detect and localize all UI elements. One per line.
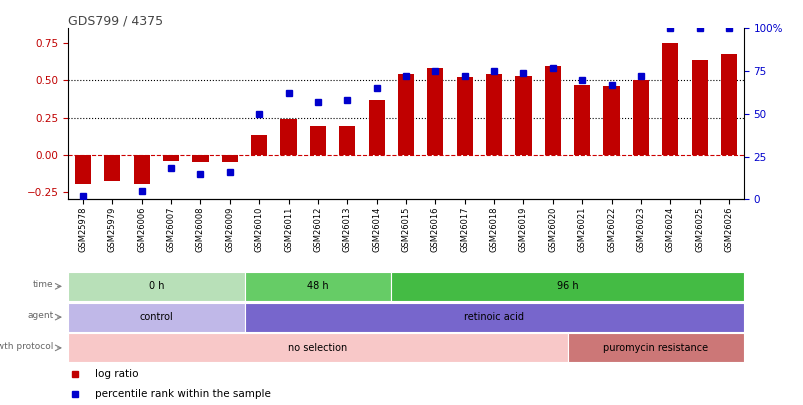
Bar (133, 155, 149, 184)
Text: puromycin resistance: puromycin resistance (602, 343, 707, 353)
Text: percentile rank within the sample: percentile rank within the sample (96, 389, 271, 399)
Text: growth protocol: growth protocol (0, 342, 53, 351)
Bar (68, 333, 567, 362)
Bar (104, 155, 120, 181)
Bar (632, 80, 648, 155)
Bar (192, 155, 208, 162)
Text: control: control (140, 312, 173, 322)
Text: log ratio: log ratio (96, 369, 139, 379)
Bar (397, 75, 414, 155)
Bar (573, 85, 589, 155)
Bar (515, 76, 531, 155)
Bar (251, 135, 267, 155)
Bar (720, 53, 736, 155)
Bar (456, 77, 472, 155)
Text: 48 h: 48 h (307, 281, 328, 291)
Text: GDS799 / 4375: GDS799 / 4375 (68, 14, 163, 27)
Bar (68, 272, 244, 301)
Bar (603, 86, 619, 155)
Bar (567, 333, 743, 362)
Bar (391, 272, 743, 301)
Bar (75, 155, 91, 184)
Bar (662, 43, 678, 155)
Text: no selection: no selection (288, 343, 347, 353)
Bar (280, 119, 296, 155)
Bar (426, 68, 443, 155)
Bar (244, 303, 743, 332)
Text: time: time (33, 280, 53, 290)
Bar (244, 272, 391, 301)
Text: 0 h: 0 h (149, 281, 164, 291)
Bar (544, 66, 560, 155)
Bar (68, 303, 244, 332)
Bar (163, 155, 179, 161)
Bar (691, 60, 707, 155)
Bar (222, 155, 238, 162)
Text: agent: agent (27, 311, 53, 320)
Bar (486, 75, 502, 155)
Bar (368, 100, 385, 155)
Bar (309, 126, 325, 155)
Text: retinoic acid: retinoic acid (463, 312, 524, 322)
Text: 96 h: 96 h (556, 281, 577, 291)
Bar (339, 126, 355, 155)
